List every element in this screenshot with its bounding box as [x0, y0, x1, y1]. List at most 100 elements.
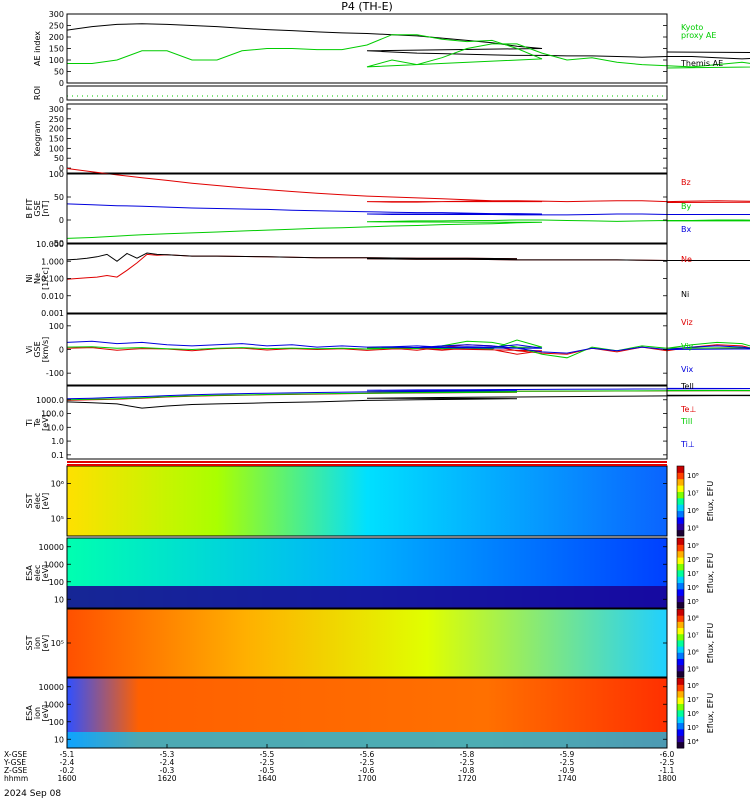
- x-tick-label: 1800: [657, 774, 676, 783]
- colorbar-label: Eflux, EFU: [706, 623, 715, 664]
- legend-entry: Te⊥: [680, 405, 696, 414]
- colorbar-segment: [677, 697, 684, 704]
- colorbar-frame: [676, 537, 685, 609]
- x-axis-row-label: Y-GSE: [3, 758, 26, 767]
- colorbar-tick-label: 10⁵: [687, 666, 699, 674]
- x-tick-label: 1740: [557, 774, 576, 783]
- y-tick-label: -50: [51, 239, 64, 248]
- colorbar-segment: [677, 576, 684, 584]
- colorbar-tick-label: 10⁸: [687, 556, 699, 564]
- colorbar-segment: [677, 709, 684, 717]
- colorbar-tick-label: 10⁹: [687, 542, 699, 550]
- y-tick-label: 100: [49, 56, 64, 65]
- colorbar-segment: [677, 563, 684, 571]
- y-tick-label: 50: [54, 154, 64, 163]
- x-tick-label: -2.5: [360, 758, 375, 767]
- legend-entry: Viy: [681, 342, 694, 351]
- x-tick-label: -2.5: [260, 758, 275, 767]
- colorbar-segment: [677, 569, 684, 577]
- colorbar-segment: [677, 516, 684, 524]
- colorbar-label: Eflux, EFU: [706, 553, 715, 594]
- series-line-kyotoproxyae: [67, 34, 750, 69]
- colorbar-segment: [677, 703, 684, 711]
- legend-entry: Themis AE: [680, 59, 723, 68]
- y-tick-label: 150: [49, 45, 64, 54]
- colorbar-tick-label: 10⁷: [687, 489, 699, 497]
- heatmap-band: [67, 586, 667, 608]
- panel-esa_e: 10⁵ 10⁶ 10⁷ 10⁸ 10⁹ Eflux, EFU 10 100 1000 10000 E…: [25, 537, 715, 609]
- legend-entry: By: [681, 202, 691, 211]
- x-tick-label: -1.1: [660, 766, 675, 775]
- y-tick-label: 0.100: [41, 275, 64, 284]
- y-axis-label: [eV]: [41, 705, 50, 722]
- y-axis-label: [eV]: [41, 635, 50, 652]
- temperature-frame: [66, 385, 668, 460]
- legend-entry: Ti⊥: [680, 440, 695, 449]
- panel-sst_e: 10⁵ 10⁶ 10⁷ 10⁸ Eflux, EFU 10⁵ 10⁶ SST elec [eV]: [25, 465, 715, 537]
- x-tick-label: 1720: [457, 774, 476, 783]
- colorbar-segment: [677, 582, 684, 590]
- colorbar-segment: [677, 595, 684, 603]
- colorbar-segment: [677, 485, 684, 492]
- legend-entry: Kyoto: [681, 23, 703, 32]
- colorbar-segment: [677, 497, 684, 505]
- status-bar-red: [67, 464, 667, 466]
- colorbar-segment: [677, 615, 684, 622]
- series-line-till: [66, 390, 750, 401]
- y-tick-label: 10.0: [46, 423, 64, 432]
- x-tick-label: -0.6: [360, 766, 375, 775]
- y-tick-label: 0.001: [41, 309, 64, 318]
- y-tick-label: 0: [59, 79, 64, 88]
- colorbar-segment: [677, 670, 684, 678]
- y-tick-label: 0.1: [51, 451, 64, 460]
- colorbar-segment: [677, 609, 684, 616]
- y-axis-label: Ti: [25, 419, 34, 427]
- y-tick-label: 0: [59, 216, 64, 225]
- colorbar-frame: [676, 465, 685, 537]
- y-tick-label: 100: [49, 144, 64, 153]
- y-tick-label: 1000.0: [36, 396, 64, 405]
- y-axis-label: [km/s]: [41, 337, 50, 363]
- y-tick-label: 250: [49, 22, 64, 31]
- legend-entry: Tell: [680, 382, 694, 391]
- legend-entry: Ne: [681, 255, 692, 264]
- colorbar-segment: [677, 690, 684, 698]
- colorbar-segment: [677, 722, 684, 730]
- colorbar-segment: [677, 550, 684, 558]
- legend-entry: Ni: [681, 290, 689, 299]
- series-line-tell: [66, 394, 750, 409]
- colorbar-segment: [677, 652, 684, 659]
- colorbar-segment: [677, 538, 684, 545]
- y-tick-label: 10.000: [36, 240, 64, 249]
- colorbar-segment: [677, 557, 684, 564]
- colorbar-tick-label: 10⁷: [687, 570, 699, 578]
- colorbar-segment: [677, 728, 684, 736]
- y-axis-label: [1/cc]: [41, 267, 50, 290]
- colorbar-label: Eflux, EFU: [706, 693, 715, 734]
- panel-roi: 0 ROI: [33, 85, 668, 105]
- status-bar-gap: [67, 463, 667, 464]
- y-tick-label: 0: [59, 164, 64, 173]
- y-tick-label: 100: [49, 170, 64, 179]
- colorbar-tick-label: 10⁶: [687, 710, 699, 718]
- colorbar-tick-label: 10⁴: [687, 738, 699, 746]
- x-tick-label: -0.3: [160, 766, 175, 775]
- y-tick-label: 1000: [44, 700, 64, 709]
- y-tick-label: 10⁵: [51, 639, 64, 648]
- colorbar-tick-label: 10⁵: [687, 724, 699, 732]
- panel-bfgm: -50 0 50 100 B FIT GSE [nT] Bz By Bx: [25, 168, 750, 248]
- y-tick-label: 150: [49, 135, 64, 144]
- status-bar-red: [67, 461, 667, 463]
- y-tick-label: 300: [49, 105, 64, 114]
- colorbar-segment: [677, 504, 684, 512]
- colorbar-segment: [677, 716, 684, 724]
- y-axis-label: SST: [25, 635, 34, 650]
- colorbar-segment: [677, 472, 684, 480]
- x-tick-label: -0.8: [460, 766, 475, 775]
- y-tick-label: 10⁵: [51, 515, 64, 524]
- y-axis-label: elec: [33, 565, 42, 581]
- series-line-viy: [66, 339, 750, 359]
- y-tick-label: 100: [49, 718, 64, 727]
